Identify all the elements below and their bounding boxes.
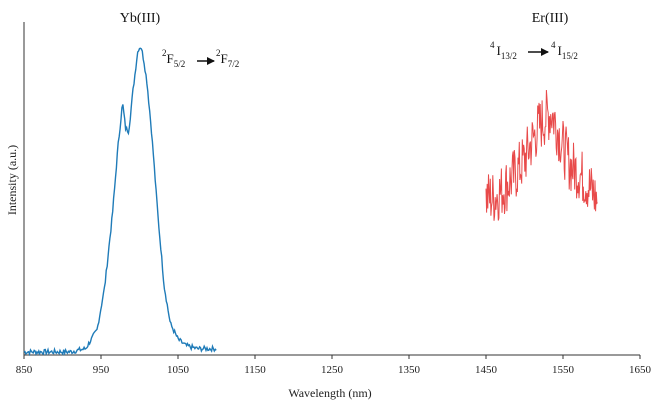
annotation-yb-transition-target: 2F7/2: [216, 48, 239, 69]
x-tick-label: 1450: [475, 364, 498, 376]
series-line-yb: [23, 47, 217, 357]
annotation-yb-label: Yb(III): [120, 11, 161, 26]
x-axis-title: Wavelength (nm): [288, 386, 371, 400]
annotation-er-label: Er(III): [532, 11, 569, 26]
x-tick-label: 1050: [167, 364, 190, 376]
annotation-er-sub2: 15/2: [562, 51, 578, 61]
x-tick-label: 1250: [321, 364, 344, 376]
annotation-er-transition: 4 I13/2: [490, 40, 517, 61]
x-tick-label: 850: [16, 364, 33, 376]
x-tick-label: 1150: [244, 364, 266, 376]
annotation-yb-sub2: 7/2: [228, 59, 240, 69]
annotation-er-transition-target: 4 I15/2: [551, 40, 578, 61]
annotation-er-term2: I: [558, 43, 562, 58]
annotation-yb-transition: 2F5/2: [162, 48, 185, 69]
annotation-yb-term2: F: [221, 51, 228, 66]
annotation-yb: Yb(III) 2F5/2 2F7/2: [120, 11, 239, 69]
annotation-er-term1: I: [497, 43, 501, 58]
x-tick-label: 1650: [629, 364, 652, 376]
annotation-yb-sub1: 5/2: [174, 59, 186, 69]
x-tick-label: 950: [93, 364, 110, 376]
annotation-er-sub1: 13/2: [501, 51, 517, 61]
series-line-er: [485, 89, 598, 221]
annotation-er: Er(III) 4 I13/2 4 I15/2: [490, 11, 578, 61]
x-tick-group: 850 950 1050 1150 1250 1350 1450 1550 1650: [16, 355, 652, 376]
x-tick-label: 1550: [552, 364, 575, 376]
annotation-yb-term1: F: [167, 51, 174, 66]
annotation-er-sup2: 4: [551, 40, 556, 50]
annotation-er-sup1: 4: [490, 40, 495, 50]
annotation-yb-sup2: 2: [216, 48, 221, 58]
series-group: [23, 47, 598, 357]
y-axis-title: Intensity (a.u.): [5, 145, 19, 215]
x-tick-label: 1350: [398, 364, 421, 376]
annotation-yb-sup1: 2: [162, 48, 167, 58]
